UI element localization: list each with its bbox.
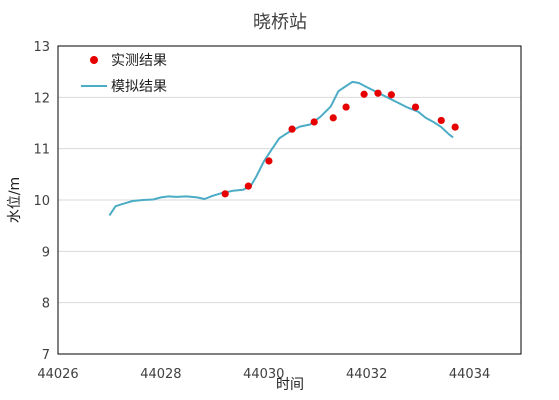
y-axis-label: 水位/m	[7, 177, 23, 223]
observed-point	[387, 91, 395, 99]
observed-point	[360, 90, 368, 98]
observed-point	[221, 190, 229, 198]
y-tick-label: 9	[42, 245, 50, 260]
y-tick-label: 12	[33, 91, 50, 106]
y-tick-label: 13	[33, 40, 50, 55]
legend-observed-label: 实测结果	[111, 53, 167, 69]
chart-title: 晓桥站	[253, 12, 307, 33]
x-tick-label: 44034	[449, 367, 490, 382]
y-tick-label: 10	[33, 194, 50, 209]
y-tick-label: 11	[33, 143, 50, 158]
legend-observed-marker	[90, 56, 98, 64]
observed-point	[374, 89, 382, 97]
x-tick-label: 44026	[37, 367, 78, 382]
observed-point	[288, 125, 296, 133]
x-tick-labels: 44026 44028 44030 44032 44034	[37, 367, 490, 382]
observed-point	[329, 114, 337, 122]
x-tick-label: 44030	[243, 367, 284, 382]
observed-point	[411, 103, 420, 111]
x-tick-label: 44032	[346, 367, 387, 382]
y-tick-label: 7	[42, 348, 50, 363]
observed-point	[310, 118, 318, 126]
observed-point	[451, 123, 459, 131]
plot-area-frame	[57, 45, 522, 355]
legend-simulated-label: 模拟结果	[111, 79, 167, 95]
observed-point	[244, 182, 252, 190]
observed-point	[342, 103, 350, 111]
simulated-line	[108, 80, 454, 216]
x-axis-label: 时间	[276, 377, 304, 393]
simulated-series	[108, 80, 454, 216]
y-tick-labels: 7 8 9 10 11 12 13	[33, 40, 50, 363]
legend: 实测结果 模拟结果	[81, 53, 167, 95]
observed-series	[221, 89, 459, 198]
observed-point	[265, 157, 273, 165]
x-tick-label: 44028	[140, 367, 181, 382]
observed-point	[437, 116, 445, 125]
y-tick-label: 8	[42, 297, 50, 312]
